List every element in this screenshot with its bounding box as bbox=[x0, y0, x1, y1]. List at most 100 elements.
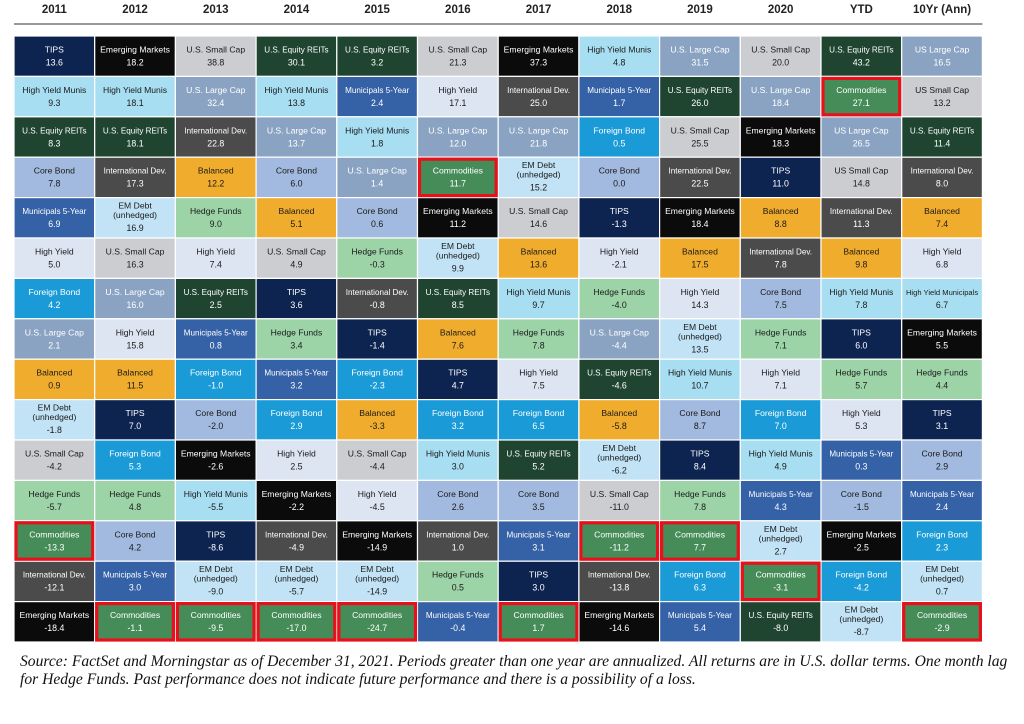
cell-class-label: International Dev. bbox=[184, 126, 247, 135]
cell-return-value: 6.5 bbox=[532, 421, 544, 431]
cell-return-value: 1.0 bbox=[452, 542, 464, 552]
cell-return-value: 5.1 bbox=[290, 219, 302, 229]
cell-return-value: 4.8 bbox=[129, 502, 141, 512]
commodities-highlight-box bbox=[902, 601, 983, 642]
cell-class-label: Core Bond bbox=[841, 489, 882, 499]
cell-class-label: High Yield Munis bbox=[829, 287, 893, 297]
cell-class-label: EM Debt (unhedged) bbox=[274, 564, 318, 584]
cell-bg bbox=[658, 358, 741, 401]
cell-return-value: 15.8 bbox=[126, 340, 143, 350]
cell-class-label: Emerging Markets bbox=[746, 125, 816, 135]
cell-return-value: 6.7 bbox=[936, 300, 948, 310]
cell-return-value: -8.6 bbox=[208, 542, 223, 552]
cell-class-label: High Yield bbox=[923, 247, 962, 257]
cell-return-value: -2.6 bbox=[208, 462, 223, 472]
cell-return-value: 7.5 bbox=[775, 300, 787, 310]
cell-bg bbox=[658, 116, 741, 158]
cell-bg bbox=[578, 358, 661, 401]
column-header: 2015 bbox=[364, 4, 390, 16]
cell-bg bbox=[901, 479, 984, 522]
cell-bg bbox=[336, 318, 419, 360]
commodities-highlight-box bbox=[95, 601, 175, 642]
cell-return-value: 9.7 bbox=[532, 300, 544, 310]
cell-bg bbox=[497, 35, 580, 78]
cell-return-value: 6.0 bbox=[855, 340, 867, 350]
cell-class-label: International Dev. bbox=[588, 571, 651, 580]
cell-bg bbox=[578, 399, 661, 441]
cell-return-value: 4.7 bbox=[452, 381, 464, 391]
cell-class-label: Hedge Funds bbox=[190, 206, 242, 216]
cell-class-label: High Yield Munis bbox=[668, 368, 732, 378]
cell-class-label: Commodities bbox=[191, 610, 241, 620]
cell-return-value: 18.1 bbox=[126, 98, 143, 108]
cell-return-value: -3.1 bbox=[773, 583, 788, 593]
cell-class-label: U.S. Equity REITs bbox=[426, 288, 490, 297]
cell-class-label: EM Debt (unhedged) bbox=[920, 564, 964, 584]
cell-class-label: High Yield Munis bbox=[22, 85, 86, 95]
cell-bg bbox=[658, 237, 741, 280]
cell-return-value: 2.5 bbox=[210, 300, 222, 310]
cell-class-label-line: (unhedged) bbox=[355, 574, 399, 584]
cell-class-label: U.S. Small Cap bbox=[428, 45, 487, 55]
cell-class-label: Commodities bbox=[513, 610, 563, 620]
cell-class-label: TIPS bbox=[206, 529, 225, 539]
cell-class-label: Commodities bbox=[594, 529, 644, 539]
cell-bg bbox=[174, 439, 257, 482]
cell-bg bbox=[13, 439, 96, 482]
cell-class-label: Municipals 5-Year bbox=[345, 86, 409, 95]
cell-bg bbox=[739, 197, 822, 239]
cell-class-label: Hedge Funds bbox=[836, 368, 888, 378]
cell-bg bbox=[739, 318, 822, 360]
cell-return-value: -4.6 bbox=[612, 381, 627, 391]
cell-class-label-line: (unhedged) bbox=[517, 170, 561, 180]
cell-class-label: Core Bond bbox=[518, 489, 559, 499]
cell-class-label: TIPS bbox=[690, 449, 709, 459]
commodities-highlight-box bbox=[579, 521, 660, 561]
cell-class-label: U.S. Large Cap bbox=[509, 125, 568, 135]
cell-return-value: 22.8 bbox=[207, 138, 224, 148]
cell-class-label: Balanced bbox=[924, 206, 960, 216]
cell-class-label: International Dev. bbox=[507, 86, 570, 95]
cell-bg bbox=[416, 35, 499, 78]
cell-return-value: 3.4 bbox=[290, 340, 302, 350]
cell-return-value: 0.6 bbox=[371, 219, 383, 229]
cell-bg bbox=[739, 75, 822, 118]
cell-class-label: Core Bond bbox=[195, 408, 236, 418]
cell-return-value: 4.3 bbox=[775, 502, 787, 512]
cell-return-value: 6.9 bbox=[48, 219, 60, 229]
cell-class-label: Core Bond bbox=[437, 489, 478, 499]
cell-return-value: 21.3 bbox=[449, 58, 466, 68]
cell-return-value: 21.8 bbox=[530, 138, 547, 148]
cell-bg bbox=[174, 479, 257, 522]
cell-bg bbox=[578, 439, 661, 482]
cell-class-label: Foreign Bond bbox=[351, 368, 403, 378]
cell-class-label: Emerging Markets bbox=[907, 327, 977, 337]
cell-return-value: -6.2 bbox=[612, 466, 627, 476]
cell-return-value: 38.8 bbox=[207, 58, 224, 68]
cell-bg bbox=[255, 439, 338, 482]
cell-bg bbox=[578, 277, 661, 320]
cell-class-label: Balanced bbox=[198, 166, 234, 176]
cell-bg bbox=[255, 560, 338, 603]
cell-bg bbox=[901, 35, 984, 78]
cell-bg bbox=[13, 197, 96, 239]
cell-class-label: High Yield bbox=[600, 247, 639, 257]
cell-class-label: U.S. Small Cap bbox=[348, 449, 407, 459]
cell-class-label: High Yield bbox=[681, 287, 720, 297]
cell-class-label: High Yield bbox=[519, 368, 558, 378]
cell-class-label: Municipals 5-Year bbox=[103, 571, 167, 580]
cell-return-value: 2.1 bbox=[48, 340, 60, 350]
cell-class-label: High Yield bbox=[358, 489, 397, 499]
cell-return-value: 43.2 bbox=[853, 58, 870, 68]
cell-bg bbox=[739, 277, 822, 320]
cell-bg bbox=[739, 156, 822, 199]
cell-return-value: -2.2 bbox=[289, 502, 304, 512]
cell-class-label: Hedge Funds bbox=[916, 368, 968, 378]
cell-class-label: Foreign Bond bbox=[593, 125, 645, 135]
cell-return-value: -2.0 bbox=[208, 421, 223, 431]
cell-bg bbox=[901, 197, 984, 239]
cell-class-label: US Large Cap bbox=[834, 125, 889, 135]
cell-class-label: Foreign Bond bbox=[513, 408, 565, 418]
cell-class-label: International Dev. bbox=[669, 167, 732, 176]
commodities-highlight-box bbox=[14, 521, 95, 561]
